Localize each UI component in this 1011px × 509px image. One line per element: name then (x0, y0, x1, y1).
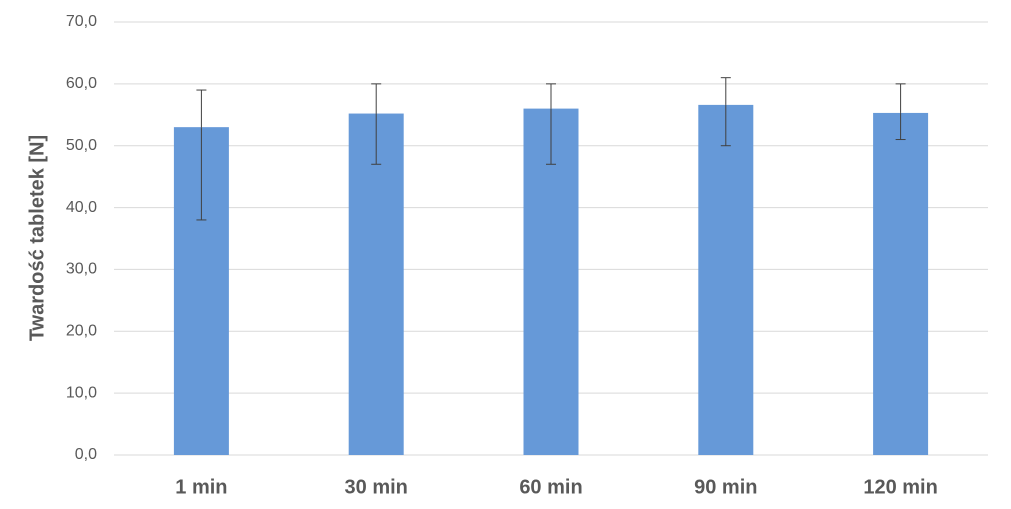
x-tick-label: 120 min (863, 476, 937, 498)
bar (523, 108, 579, 455)
y-tick-label: 60,0 (66, 75, 97, 92)
y-tick-label: 50,0 (66, 137, 97, 154)
x-tick-label: 1 min (175, 476, 227, 498)
bar (698, 104, 754, 455)
y-tick-label: 70,0 (66, 13, 97, 30)
bar (873, 112, 929, 456)
y-tick-label: 20,0 (66, 323, 97, 340)
x-tick-label: 60 min (519, 476, 582, 498)
y-tick-label: 40,0 (66, 199, 97, 216)
y-tick-label: 0,0 (75, 446, 97, 463)
x-tick-label: 30 min (345, 476, 408, 498)
y-tick-label: 10,0 (66, 384, 97, 401)
y-tick-label: 30,0 (66, 261, 97, 278)
bar (348, 113, 404, 455)
x-tick-label: 90 min (694, 476, 757, 498)
y-axis-label: Twardość tabletek [N] (26, 135, 48, 341)
